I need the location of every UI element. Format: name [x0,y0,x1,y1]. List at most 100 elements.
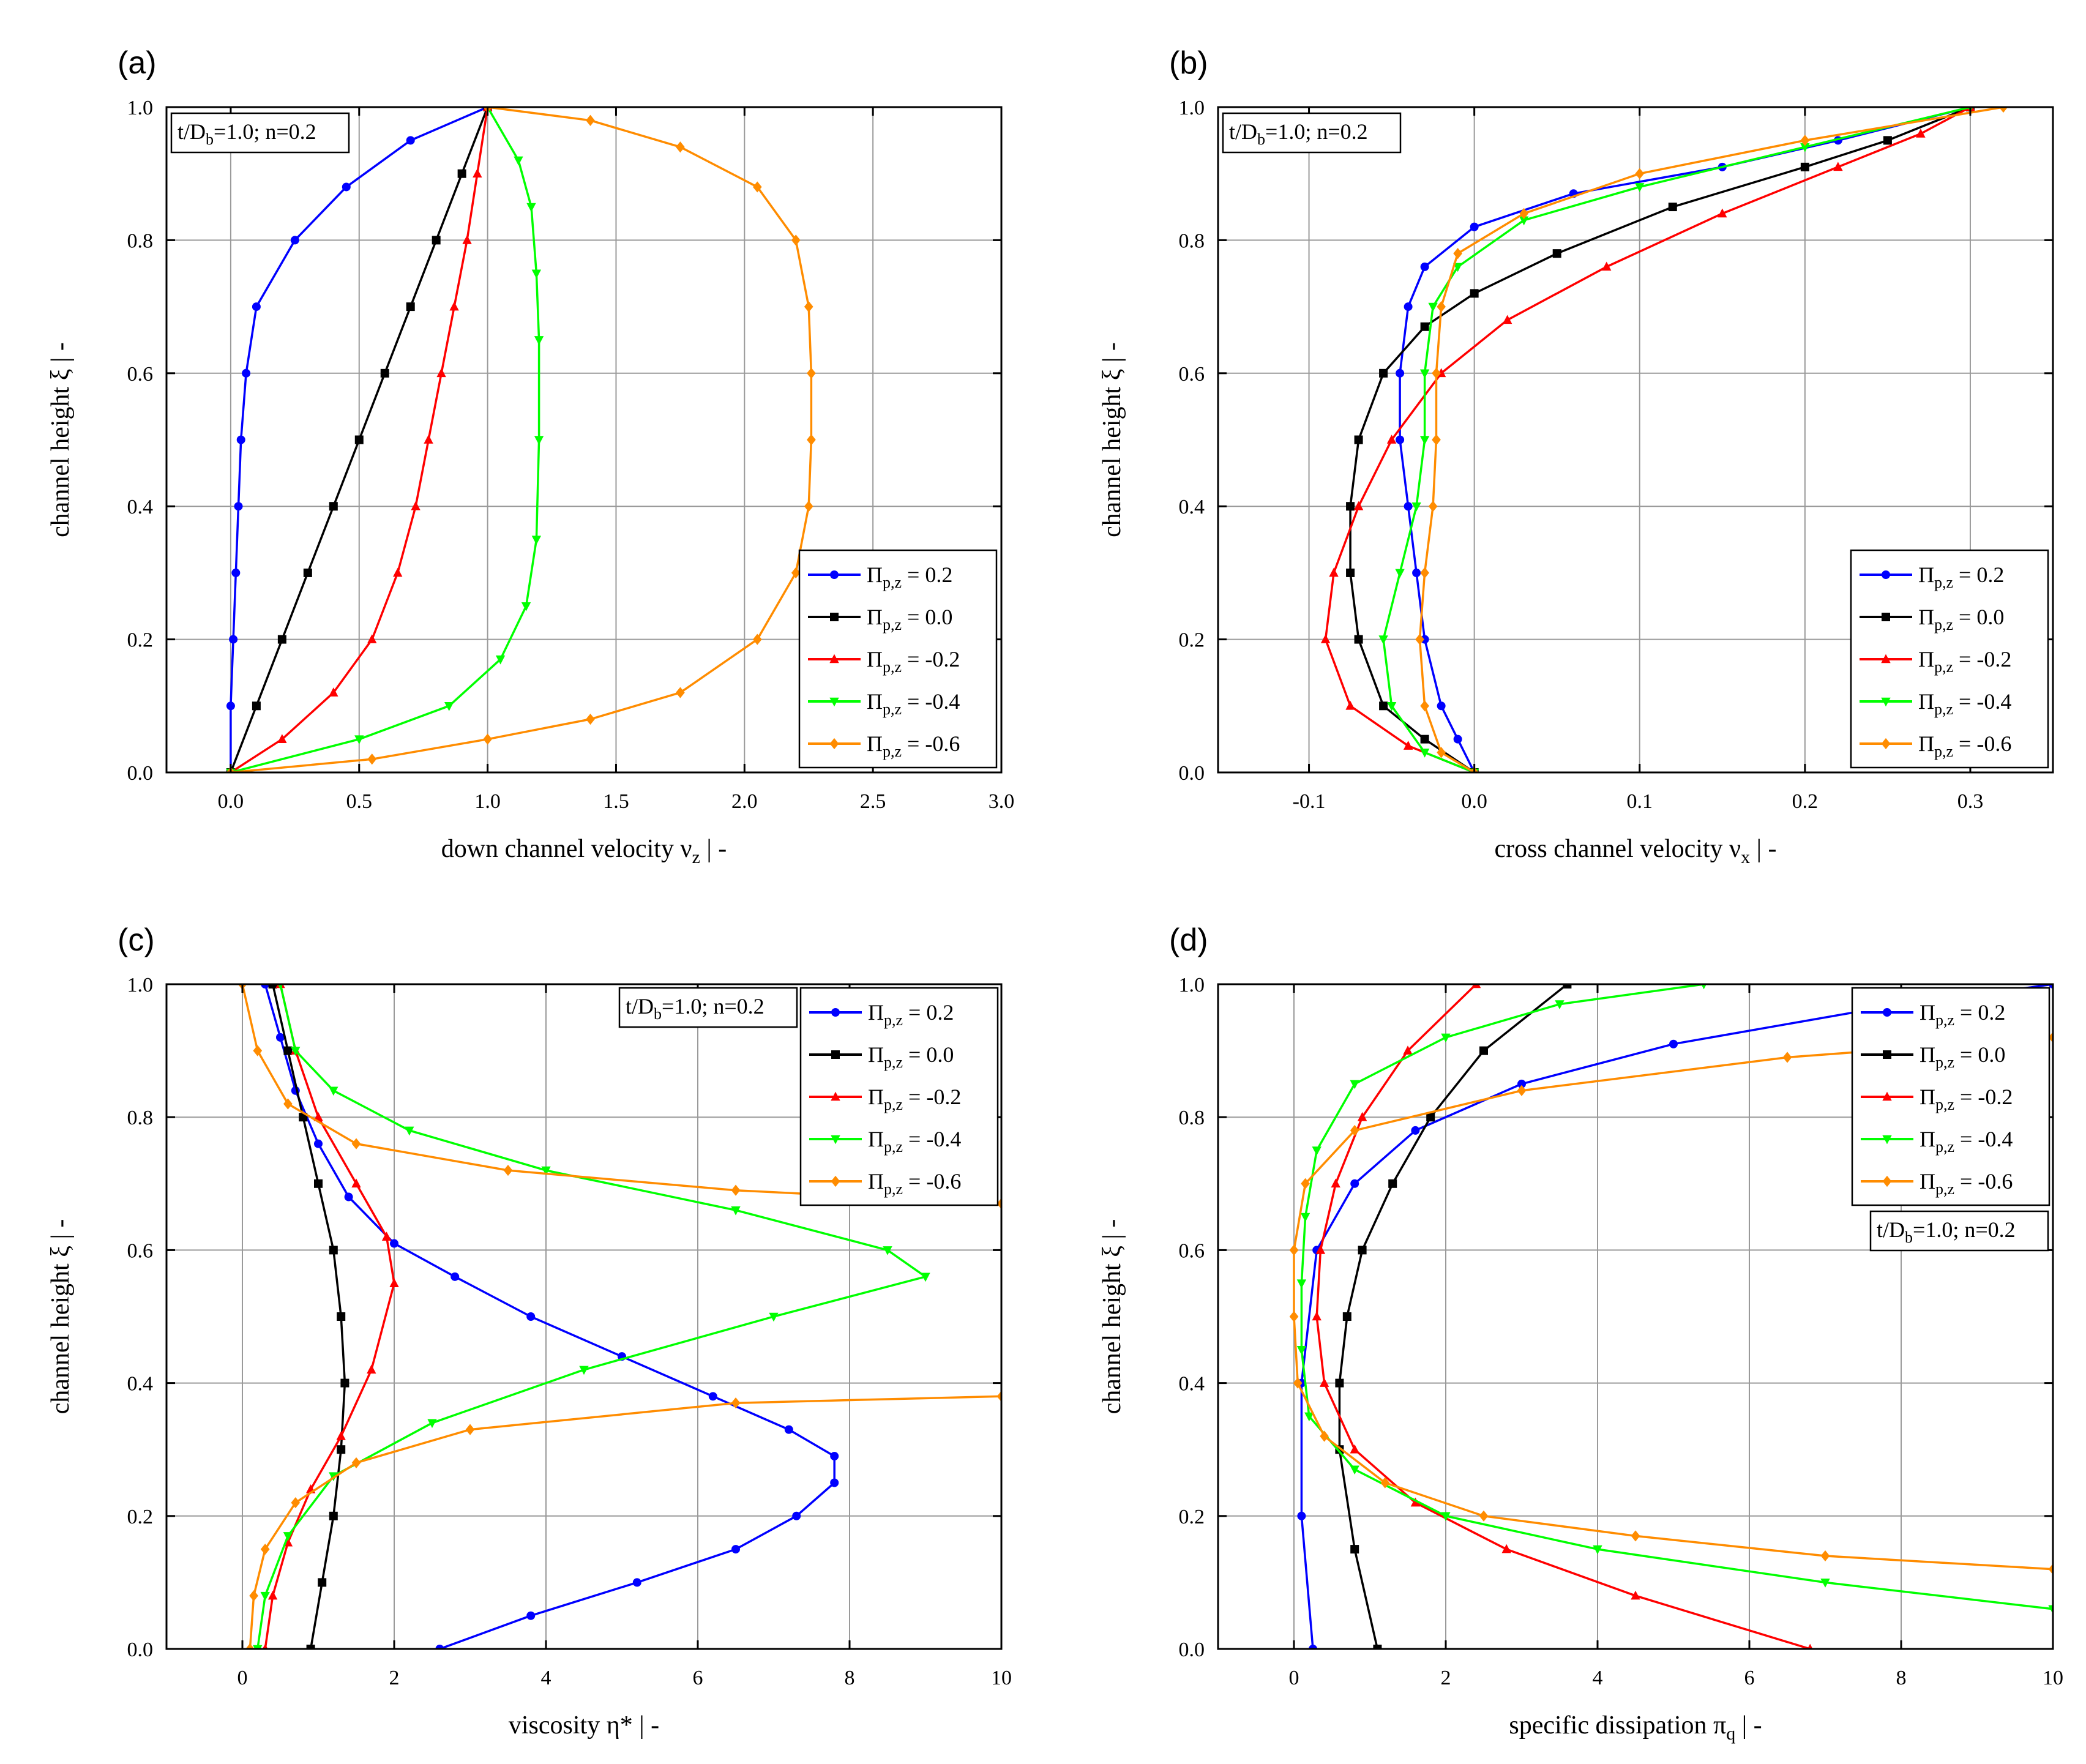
data-point-3-5 [579,1366,589,1375]
data-point-1-11 [1668,203,1677,212]
data-point-3-12 [1555,1000,1564,1009]
legend-label-4: Πp,z = -0.6 [1918,731,2011,760]
data-point-4-14 [586,114,595,126]
data-point-0-1 [526,1611,536,1620]
legend-label-2: Πp,z = -0.2 [867,647,960,676]
data-point-0-10 [406,136,415,145]
x-axis-label: down channel velocity νz | - [441,835,727,867]
legend-marker-0 [831,1008,840,1017]
data-point-1-8 [1420,322,1429,331]
data-point-3-4 [427,1419,437,1429]
annotation-frame [1222,112,1402,154]
data-point-3-8 [531,269,542,279]
data-point-4-7 [996,1391,1001,1402]
legend-label-0: Πp,z = 0.2 [868,1000,954,1029]
data-point-2-5 [367,1364,376,1374]
y-tick-label: 0.0 [127,1639,154,1661]
data-point-0-9 [2049,984,2053,989]
y-tick-label: 0.8 [127,230,154,252]
y-axis-label: channel height ξ | - [1098,1219,1126,1415]
data-point-3-3 [495,655,506,665]
data-point-0-0 [1309,1645,1317,1649]
data-point-3-9 [731,1206,741,1216]
data-point-3-7 [1296,1279,1307,1289]
x-axis-label: specific dissipation πq | - [1509,1711,1762,1744]
legend-label-3: Πp,z = -0.4 [867,689,960,718]
legend-marker-3 [831,1135,840,1145]
data-point-3-8 [883,1246,892,1255]
data-point-0-2 [632,1578,641,1587]
annotation-frame [618,987,798,1028]
legend-label-2: Πp,z = -0.2 [868,1085,961,1113]
data-point-4-3 [1479,1510,1489,1522]
series-line-4 [230,107,813,772]
x-tick-label: 1.5 [603,790,629,813]
legend-marker-4 [1881,738,1891,750]
data-point-3-7 [534,336,544,345]
data-point-5-0 [996,1198,1001,1209]
data-point-0-5 [1411,1126,1420,1135]
data-point-3-7 [1419,369,1430,379]
legend-label-2: Πp,z = -0.2 [1920,1085,2013,1113]
data-point-3-13 [291,1047,301,1056]
y-tick-label: 0.2 [127,1506,154,1528]
data-point-2-3 [367,634,377,643]
legend-marker-0 [830,570,839,579]
legend-label-3: Πp,z = -0.4 [868,1127,961,1156]
data-point-1-12 [1800,162,1809,171]
data-point-0-7 [252,302,261,312]
annotation-box: t/Db=1.0; n=0.2 [170,112,350,154]
data-point-0-5 [1404,502,1413,511]
data-point-2-10 [1403,1045,1413,1055]
data-point-4-11 [791,234,801,246]
data-point-2-12 [1916,129,1926,138]
data-point-3-9 [526,203,536,212]
annotation-text: t/Db=1.0; n=0.2 [1877,1217,2016,1246]
legend-label-1: Πp,z = 0.0 [1918,605,2004,633]
x-tick-label: 4 [1593,1667,1603,1689]
data-point-3-10 [541,1166,551,1176]
data-point-3-10 [514,156,523,166]
data-point-0-8 [290,236,299,245]
data-point-1-3 [337,1445,346,1454]
data-point-0-9 [342,182,351,192]
data-point-2-2 [1345,700,1355,710]
data-point-4-7 [804,501,813,512]
legend-marker-0 [1882,570,1890,579]
y-tick-label: 1.0 [1179,974,1205,996]
data-point-3-6 [769,1312,779,1322]
y-tick-label: 1.0 [1179,97,1205,119]
data-point-0-8 [1404,302,1413,312]
data-point-4-6 [1432,434,1441,446]
data-point-3-3 [1378,635,1388,645]
x-axis-label: cross channel velocity νx | - [1494,835,1776,867]
legend-label-4: Πp,z = -0.6 [867,731,960,760]
data-point-0-14 [314,1139,323,1148]
series-line-0 [264,984,836,1649]
data-point-2-10 [473,168,482,178]
data-point-3-3 [1441,1512,1451,1522]
legend-label-4: Πp,z = -0.6 [868,1169,961,1198]
series-line-3 [1382,107,1971,772]
x-tick-label: 0.1 [1627,790,1653,813]
y-tick-label: 0.0 [1179,1639,1205,1661]
data-point-4-2 [1420,700,1429,712]
data-point-4-0 [2048,1563,2053,1575]
data-point-3-12 [1800,143,1810,152]
legend-marker-4 [1882,1175,1892,1187]
data-point-1-3 [1354,635,1363,644]
data-point-4-2 [260,1544,270,1555]
data-point-1-9 [283,1046,293,1055]
y-axis-label: channel height ξ | - [47,1219,75,1415]
x-tick-label: 1.0 [474,790,501,813]
data-point-2-11 [1833,162,1843,171]
legend-label-0: Πp,z = 0.2 [1920,1000,2005,1029]
data-point-3-1 [260,1591,270,1601]
data-point-2-4 [393,567,403,577]
data-point-4-5 [465,1424,475,1435]
data-point-0-6 [242,368,251,378]
data-point-1-2 [1379,701,1388,711]
data-point-3-8 [1428,302,1438,312]
legend-label-0: Πp,z = 0.2 [1918,562,2004,591]
data-point-3-2 [1593,1545,1602,1555]
